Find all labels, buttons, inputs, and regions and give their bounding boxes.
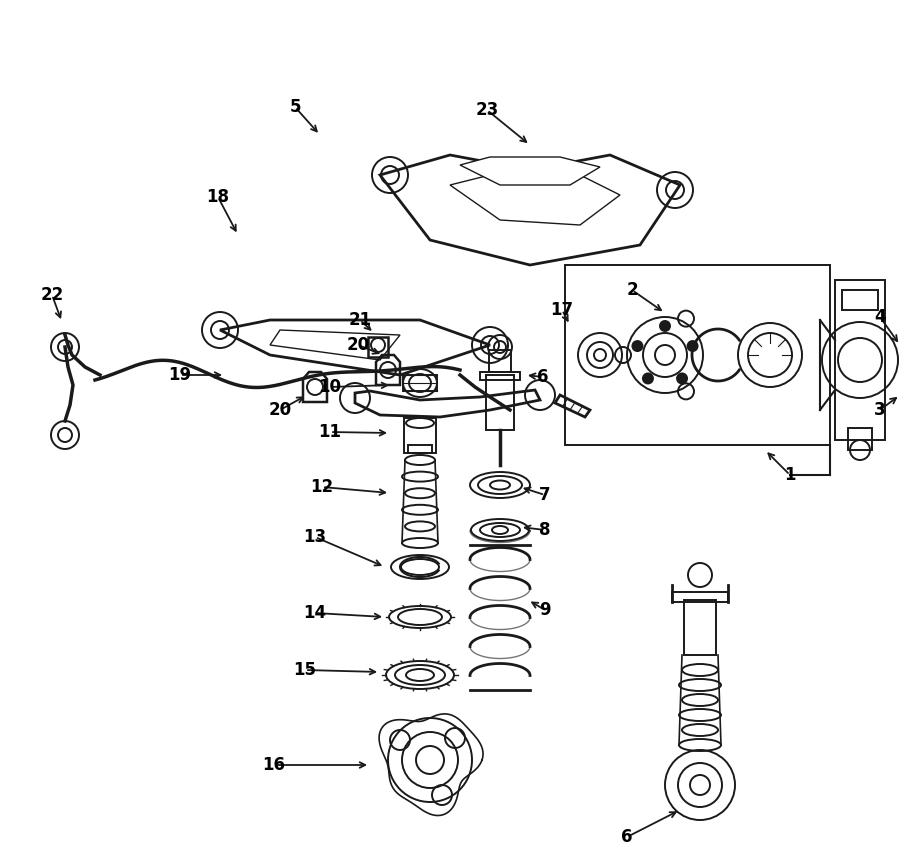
Text: 7: 7 <box>539 486 551 504</box>
Bar <box>489 350 511 372</box>
Polygon shape <box>270 330 400 360</box>
Text: 1: 1 <box>784 466 796 484</box>
Text: 17: 17 <box>551 301 574 319</box>
Circle shape <box>660 321 670 331</box>
Bar <box>408 445 432 453</box>
Text: 12: 12 <box>310 478 333 496</box>
Text: 11: 11 <box>319 423 341 441</box>
Polygon shape <box>460 157 600 185</box>
Text: 14: 14 <box>304 604 327 622</box>
Text: 22: 22 <box>40 286 63 304</box>
Text: 8: 8 <box>539 521 551 539</box>
Text: 6: 6 <box>621 828 633 846</box>
Text: 9: 9 <box>539 601 551 619</box>
Bar <box>403 375 437 391</box>
Text: 20: 20 <box>268 401 292 419</box>
Circle shape <box>688 341 698 351</box>
Bar <box>842 290 878 310</box>
Bar <box>848 428 872 450</box>
Bar <box>835 280 885 440</box>
Polygon shape <box>450 175 620 225</box>
Text: 21: 21 <box>349 311 372 329</box>
Bar <box>684 600 716 655</box>
Text: 4: 4 <box>874 308 886 326</box>
Text: 19: 19 <box>168 366 192 384</box>
Text: 15: 15 <box>294 661 317 679</box>
Text: 13: 13 <box>304 528 327 546</box>
Bar <box>672 592 728 602</box>
Text: 18: 18 <box>207 188 230 206</box>
Circle shape <box>677 374 687 383</box>
Text: 3: 3 <box>874 401 886 419</box>
Text: 2: 2 <box>626 281 638 299</box>
Bar <box>404 418 436 453</box>
Text: 5: 5 <box>289 98 301 116</box>
Bar <box>565 265 830 445</box>
Bar <box>486 375 514 430</box>
Circle shape <box>643 374 653 383</box>
Circle shape <box>633 341 643 351</box>
Text: 6: 6 <box>537 368 549 386</box>
Bar <box>480 372 520 380</box>
Text: 23: 23 <box>476 101 498 119</box>
Text: 20: 20 <box>346 336 370 354</box>
Text: 16: 16 <box>263 756 285 774</box>
Text: 10: 10 <box>319 378 341 396</box>
